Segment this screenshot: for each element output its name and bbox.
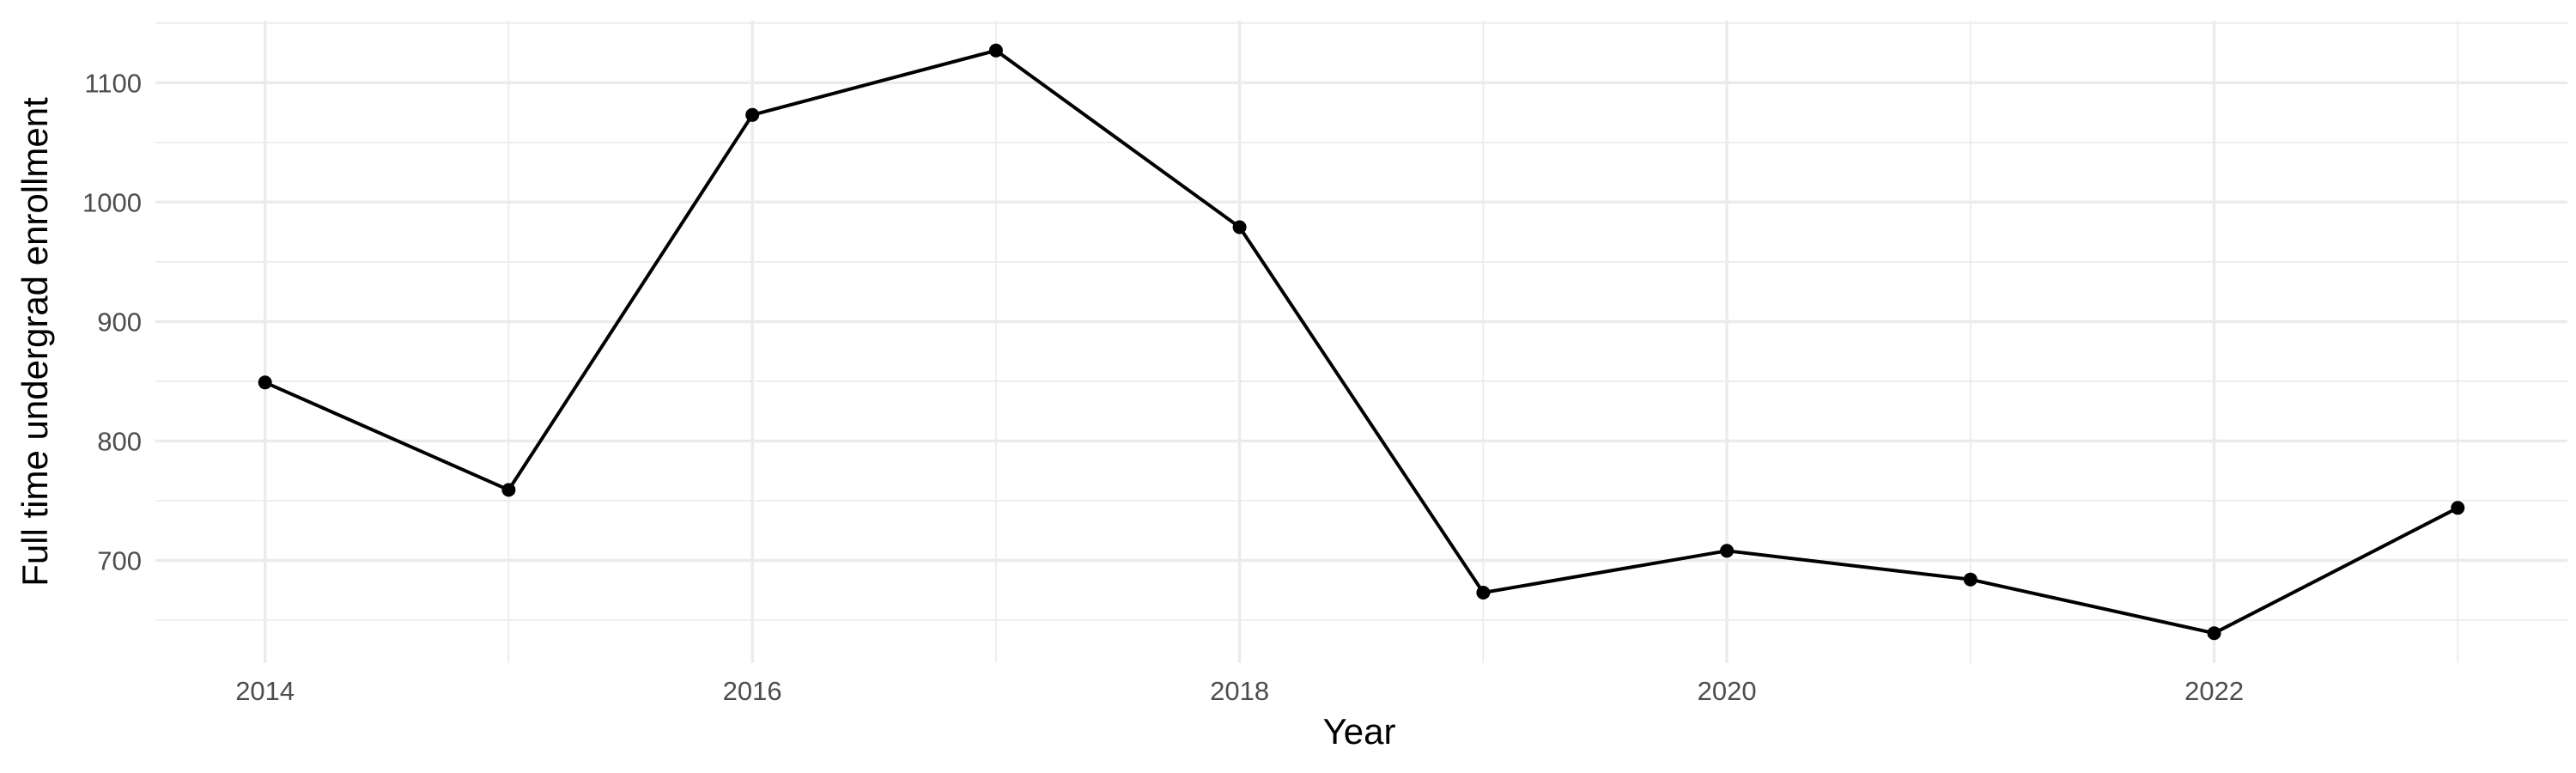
- data-point: [1720, 544, 1735, 558]
- minor-gridlines: [155, 21, 2567, 663]
- data-point: [1963, 572, 1978, 587]
- series-line: [263, 48, 2460, 636]
- y-axis-title: Full time undergrad enrollment: [15, 97, 55, 587]
- series-line-group: [263, 48, 2460, 636]
- x-tick-label: 2016: [723, 676, 782, 706]
- y-tick-label: 900: [97, 307, 142, 337]
- data-point: [501, 483, 516, 497]
- y-tick-label: 1100: [84, 68, 142, 98]
- x-tick-label: 2020: [1698, 676, 1757, 706]
- y-tick-label: 700: [97, 545, 142, 575]
- y-axis-ticks: 700 800 900 1000 1100: [82, 68, 142, 575]
- x-tick-label: 2018: [1210, 676, 1269, 706]
- data-points: [258, 43, 2465, 641]
- x-tick-label: 2014: [235, 676, 295, 706]
- x-tick-label: 2022: [2184, 676, 2244, 706]
- data-point: [2207, 626, 2221, 641]
- y-tick-label: 1000: [82, 187, 142, 217]
- data-point: [2451, 501, 2465, 515]
- y-tick-label: 800: [97, 426, 142, 456]
- x-axis-ticks: 2014 2016 2018 2020 2022: [235, 676, 2244, 706]
- data-point: [745, 107, 760, 122]
- x-axis-title: Year: [1323, 711, 1396, 752]
- data-point: [1476, 586, 1491, 600]
- data-point: [258, 375, 272, 390]
- major-gridlines: [155, 21, 2567, 663]
- data-point: [1232, 220, 1247, 234]
- data-point: [988, 43, 1003, 58]
